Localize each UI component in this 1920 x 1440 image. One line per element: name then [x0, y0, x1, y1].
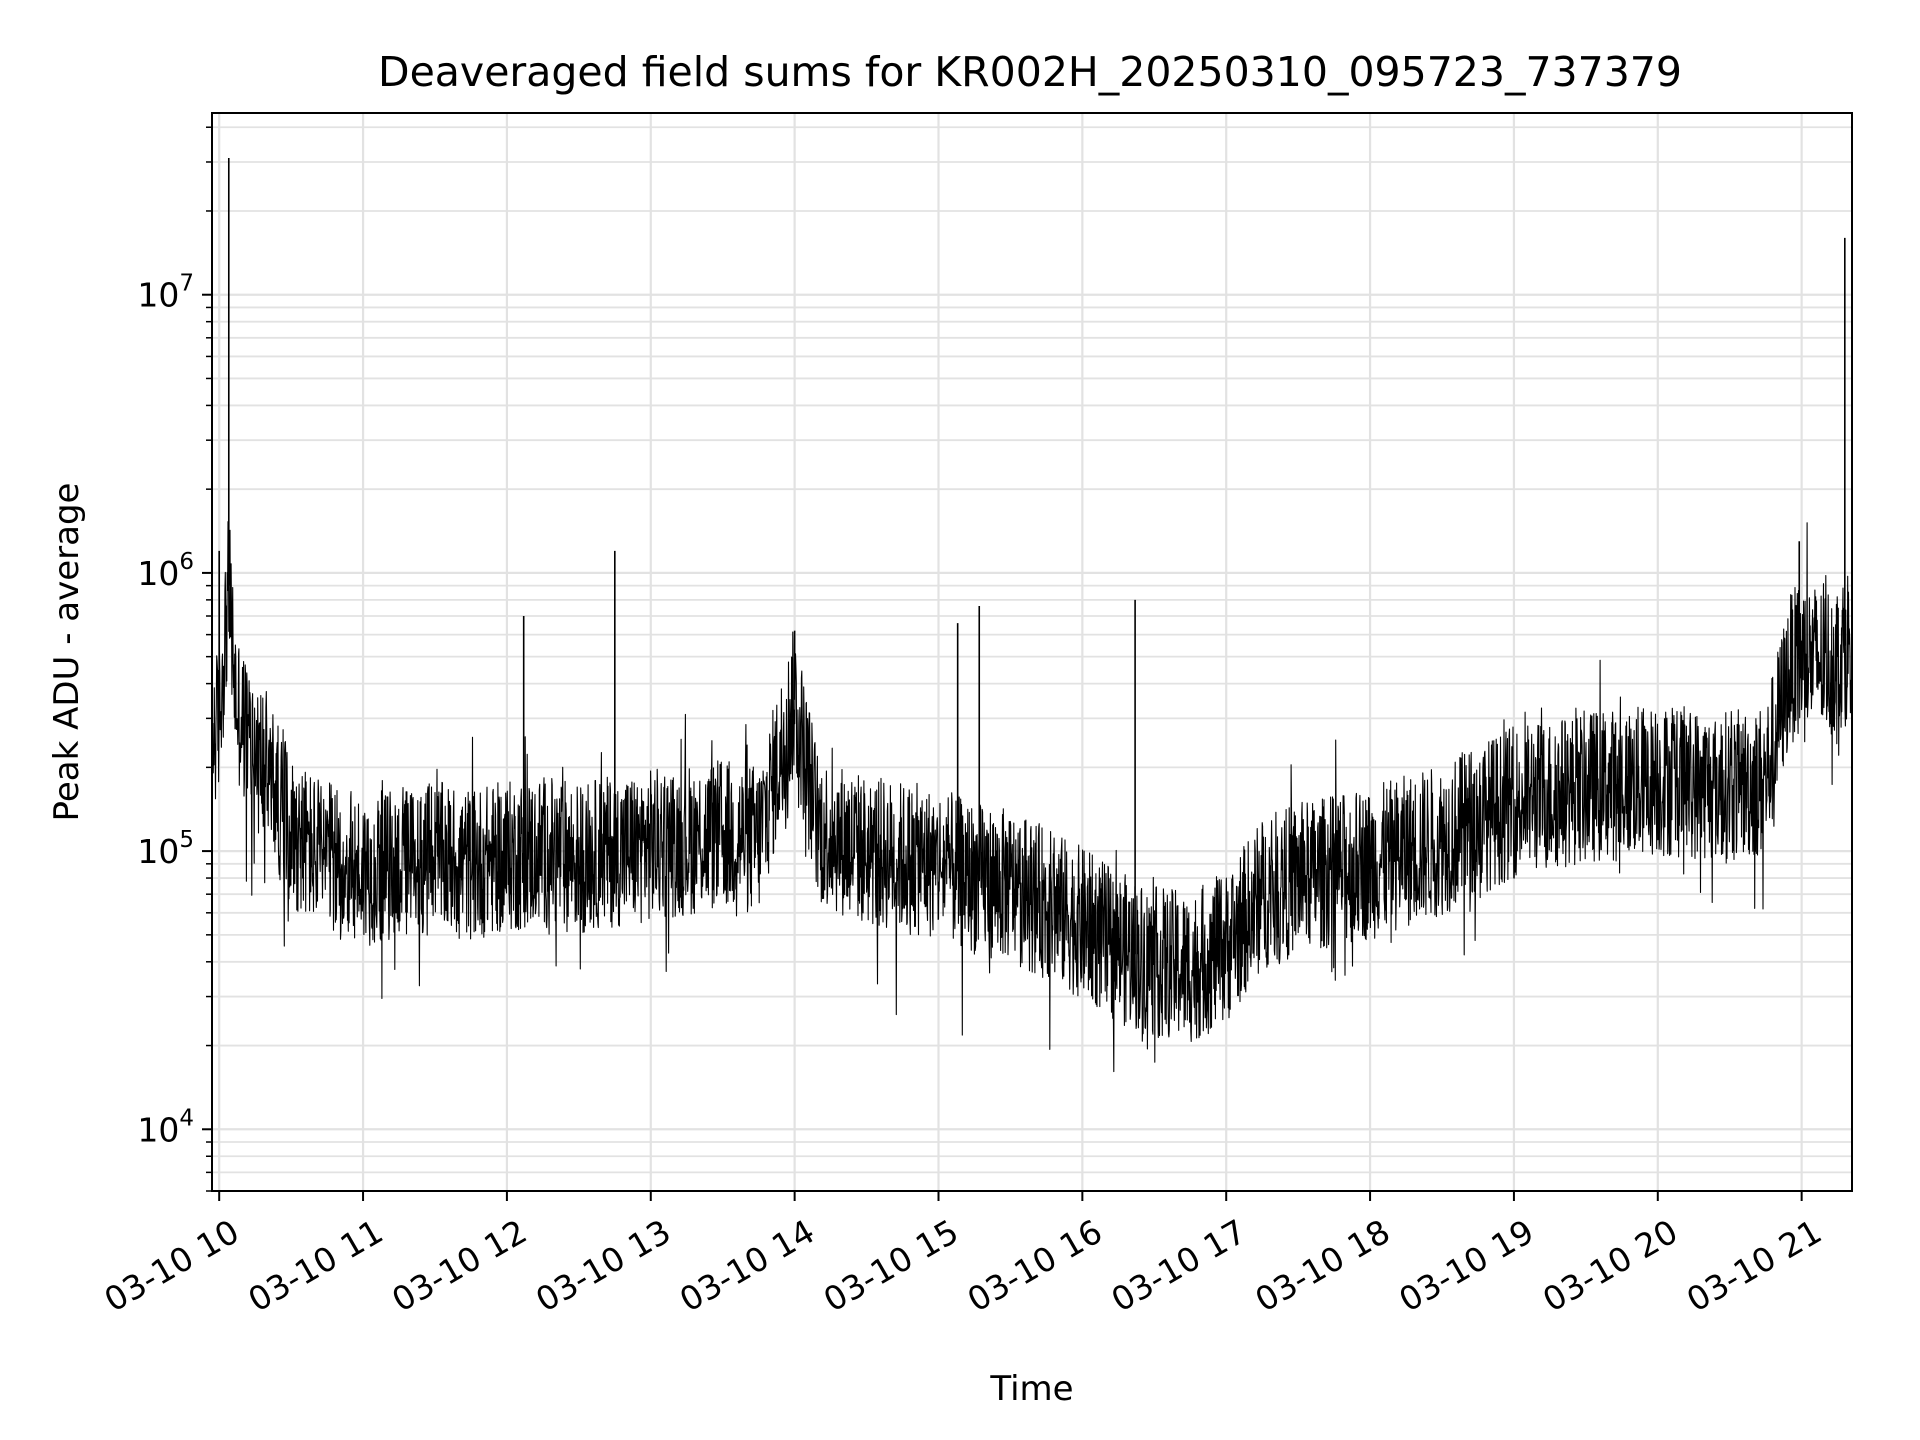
plot-frame [211, 112, 1853, 1192]
y-tick-exponent: 6 [179, 549, 194, 575]
y-tick-exponent: 4 [179, 1105, 194, 1131]
series-line [211, 521, 1853, 1073]
y-tick-label: 107 [137, 271, 194, 315]
y-tick-label: 106 [137, 549, 194, 593]
y-tick-base: 10 [137, 1110, 179, 1149]
y-tick-label: 104 [137, 1105, 194, 1149]
chart-title: Deaveraged field sums for KR002H_2025031… [378, 48, 1682, 96]
y-tick-label: 105 [137, 827, 194, 871]
x-axis-label: Time [989, 1369, 1073, 1409]
y-tick-base: 10 [137, 276, 179, 315]
y-tick-exponent: 5 [179, 827, 194, 853]
y-tick-exponent: 7 [179, 271, 194, 297]
y-tick-base: 10 [137, 832, 179, 871]
plot-layer [211, 158, 1853, 1073]
y-axis-label: Peak ADU - average [47, 483, 87, 822]
y-tick-base: 10 [137, 554, 179, 593]
